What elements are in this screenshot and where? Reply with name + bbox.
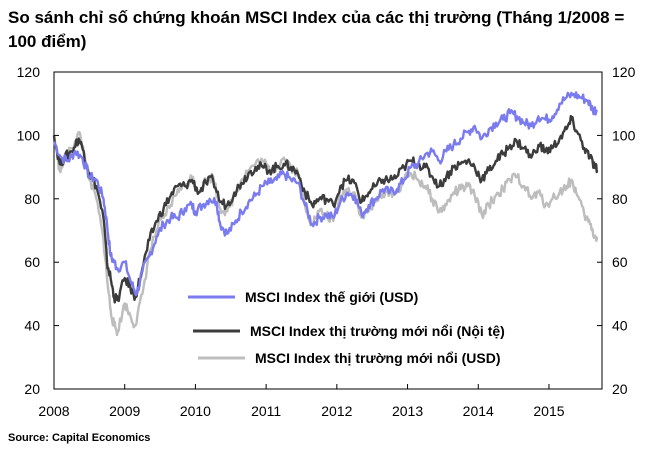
legend-label: MSCI Index thế giới (USD) — [245, 289, 418, 305]
y-tick-label-left: 40 — [24, 318, 40, 334]
series-line — [52, 131, 599, 337]
y-tick-label-left: 20 — [24, 381, 40, 397]
y-tick-label-left: 120 — [17, 64, 41, 80]
series-lines — [52, 91, 599, 337]
source-note: Source: Capital Economics — [8, 432, 151, 444]
series-line — [52, 114, 599, 304]
x-tick-label: 2012 — [321, 403, 352, 419]
legend: MSCI Index thế giới (USD) MSCI Index thị … — [188, 289, 505, 366]
x-tick-label: 2008 — [38, 403, 69, 419]
chart-title: So sánh chỉ số chứng khoán MSCI Index củ… — [8, 8, 625, 51]
y-tick-label-left: 60 — [24, 254, 40, 270]
y-tick-label-right: 100 — [612, 127, 636, 143]
axis-ticks: 20 20 40 40 60 60 80 80 100 100 120 120 2008 2009 2010… — [17, 64, 636, 419]
x-tick-label: 2013 — [392, 403, 423, 419]
x-tick-label: 2015 — [533, 403, 564, 419]
y-tick-label-right: 40 — [612, 318, 628, 334]
legend-label: MSCI Index thị trường mới nổi (Nội tệ) — [250, 323, 505, 339]
legend-label: MSCI Index thị trường mới nổi (USD) — [255, 350, 500, 366]
plot-frame — [53, 71, 603, 390]
x-tick-label: 2010 — [180, 403, 211, 419]
series-line — [52, 91, 599, 297]
y-tick-label-right: 120 — [612, 64, 636, 80]
y-tick-label-right: 20 — [612, 381, 628, 397]
y-tick-label-left: 100 — [17, 127, 41, 143]
x-tick-label: 2009 — [109, 403, 140, 419]
plot-border — [53, 71, 603, 390]
y-tick-label-right: 60 — [612, 254, 628, 270]
y-tick-label-left: 80 — [24, 191, 40, 207]
y-tick-label-right: 80 — [612, 191, 628, 207]
x-tick-label: 2011 — [251, 403, 281, 419]
x-tick-label: 2014 — [463, 403, 494, 419]
